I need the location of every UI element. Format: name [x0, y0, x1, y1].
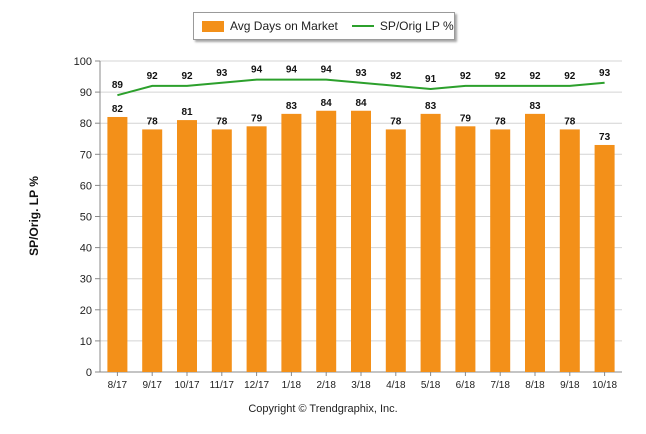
- x-tick-label: 10/17: [174, 380, 199, 391]
- y-tick-label: 20: [80, 305, 92, 317]
- y-tick-label: 0: [86, 367, 92, 379]
- line-data-label: 91: [425, 74, 437, 85]
- x-tick-label: 11/17: [210, 380, 235, 391]
- line-data-label: 89: [112, 80, 124, 91]
- line-data-label: 92: [181, 71, 193, 82]
- bar-data-label: 78: [564, 116, 576, 127]
- bar: [142, 129, 163, 372]
- line-data-label: 93: [216, 68, 228, 79]
- y-tick-label: 40: [80, 243, 92, 255]
- bar-data-label: 84: [321, 98, 333, 109]
- x-tick-label: 12/17: [244, 380, 269, 391]
- bar-data-label: 78: [390, 116, 402, 127]
- bar: [559, 129, 580, 372]
- legend-label-bar: Avg Days on Market: [230, 19, 338, 33]
- bar-data-label: 81: [181, 107, 193, 118]
- legend-item-bar: Avg Days on Market: [202, 19, 338, 33]
- y-tick-label: 10: [80, 336, 92, 348]
- bar-data-label: 78: [495, 116, 507, 127]
- line-data-label: 94: [321, 65, 333, 76]
- line-data-label: 93: [355, 68, 367, 79]
- x-tick-label: 2/18: [316, 380, 336, 391]
- bar: [177, 120, 197, 372]
- bar-data-label: 78: [147, 116, 159, 127]
- x-tick-label: 4/18: [386, 380, 406, 391]
- x-tick-label: 9/18: [560, 380, 580, 391]
- line-series: [117, 78, 605, 97]
- bar-data-label: 82: [112, 104, 124, 115]
- bar: [594, 144, 615, 372]
- bar-data-label: 83: [529, 101, 541, 112]
- line-data-label: 94: [251, 65, 263, 76]
- line-data-label: 92: [495, 71, 507, 82]
- bar-data-label: 83: [286, 101, 298, 112]
- legend-item-line: SP/Orig LP %: [351, 19, 454, 33]
- line-data-label: 92: [529, 71, 541, 82]
- y-axis-label: SP/Orig. LP %: [27, 176, 41, 256]
- bar: [107, 116, 128, 372]
- line-data-label: 92: [390, 71, 402, 82]
- line-data-label: 92: [460, 71, 472, 82]
- bar: [246, 126, 267, 372]
- bar: [211, 129, 232, 372]
- y-tick-label: 100: [74, 56, 92, 68]
- legend-label-line: SP/Orig LP %: [379, 19, 454, 33]
- bar: [351, 110, 371, 372]
- x-tick-label: 7/18: [490, 380, 510, 391]
- bar: [525, 113, 545, 373]
- bar: [316, 110, 337, 372]
- x-tick-label: 8/17: [108, 380, 128, 391]
- x-tick-label: 10/18: [592, 380, 617, 391]
- x-tick-label: 1/18: [282, 380, 302, 391]
- y-tick-label: 90: [80, 87, 92, 99]
- y-tick-label: 70: [80, 149, 92, 161]
- bar-data-label: 79: [251, 113, 263, 124]
- copyright: Copyright © Trendgraphix, Inc.: [248, 403, 398, 415]
- legend-swatch-bar: [202, 20, 224, 32]
- y-tick-label: 30: [80, 274, 92, 286]
- legend: Avg Days on Market SP/Orig LP %: [193, 12, 455, 40]
- x-tick-label: 9/17: [142, 380, 162, 391]
- x-tick-label: 6/18: [456, 380, 476, 391]
- x-tick-label: 8/18: [525, 380, 545, 391]
- line-data-label: 94: [286, 65, 298, 76]
- bar-data-label: 84: [355, 98, 367, 109]
- bar-data-label: 73: [599, 132, 611, 143]
- bar-data-label: 83: [425, 101, 437, 112]
- bar: [490, 129, 511, 372]
- line-data-label: 93: [599, 68, 611, 79]
- bar: [420, 113, 441, 373]
- y-tick-label: 60: [80, 180, 92, 192]
- x-tick-label: 3/18: [351, 380, 371, 391]
- y-tick-label: 80: [80, 118, 92, 130]
- line-data-label: 92: [564, 71, 576, 82]
- bar-data-label: 79: [460, 113, 472, 124]
- bar: [385, 129, 406, 372]
- bar-data-label: 78: [216, 116, 228, 127]
- bar: [281, 113, 302, 373]
- line-data-label: 92: [147, 71, 159, 82]
- x-tick-label: 5/18: [421, 380, 441, 391]
- legend-swatch-line: [351, 25, 374, 27]
- y-tick-label: 50: [80, 212, 92, 224]
- bar: [455, 126, 476, 372]
